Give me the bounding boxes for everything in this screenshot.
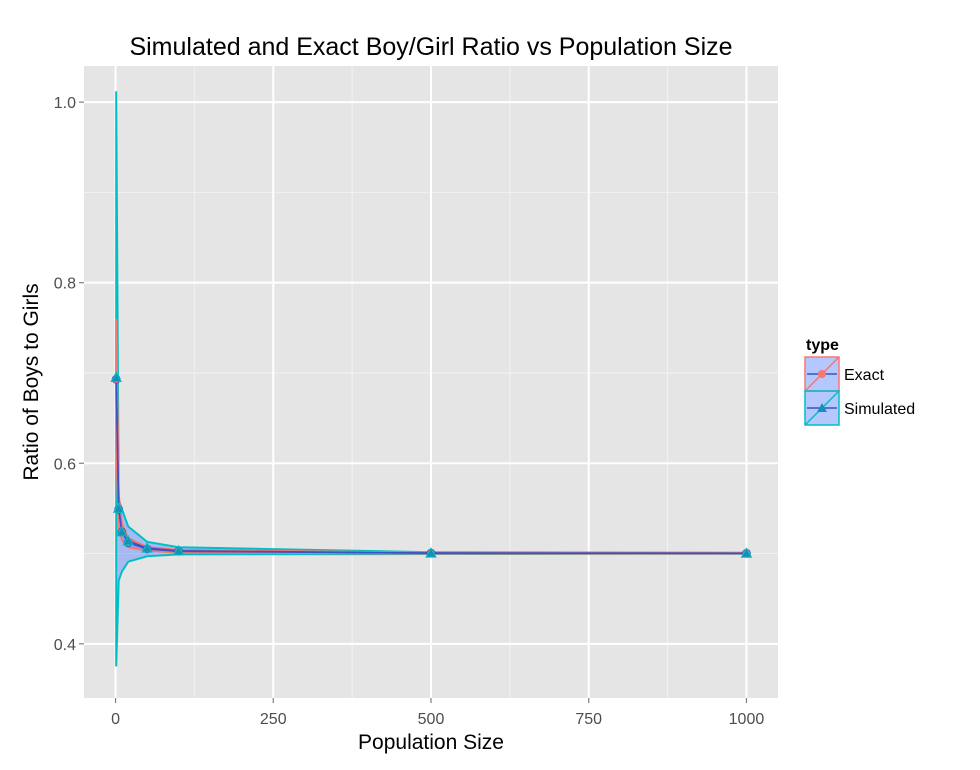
legend-label-simulated: Simulated (844, 401, 915, 418)
point-simulated (110, 371, 123, 382)
legend-key-point (818, 370, 826, 378)
y-tick-label: 1.0 (54, 95, 76, 112)
legend-title: type (806, 337, 839, 354)
x-tick-label: 0 (111, 711, 120, 728)
point-simulated (740, 547, 753, 558)
x-tick-label: 750 (575, 711, 602, 728)
y-axis-ticks: 0.4 0.6 0.8 1.0 (54, 95, 84, 654)
legend-key-point (817, 403, 827, 412)
y-axis-title: Ratio of Boys to Girls (20, 283, 43, 480)
x-axis-title: Population Size (358, 731, 504, 754)
point-simulated (141, 542, 153, 553)
y-tick-label: 0.4 (54, 637, 76, 654)
point-simulated (116, 525, 128, 537)
legend-label-exact: Exact (844, 367, 885, 384)
x-axis-ticks: 0 250 500 750 1000 (111, 698, 764, 728)
x-tick-label: 500 (418, 711, 445, 728)
y-tick-label: 0.6 (54, 456, 76, 473)
point-simulated (112, 502, 125, 513)
legend: type Exact Simulated (804, 337, 915, 426)
point-simulated (122, 534, 135, 546)
point-simulated (425, 547, 437, 558)
y-tick-label: 0.8 (54, 276, 76, 293)
x-tick-label: 1000 (729, 711, 765, 728)
chart-title: Simulated and Exact Boy/Girl Ratio vs Po… (129, 33, 732, 61)
point-simulated (172, 544, 185, 556)
series-points (110, 371, 753, 558)
x-tick-label: 250 (260, 711, 287, 728)
